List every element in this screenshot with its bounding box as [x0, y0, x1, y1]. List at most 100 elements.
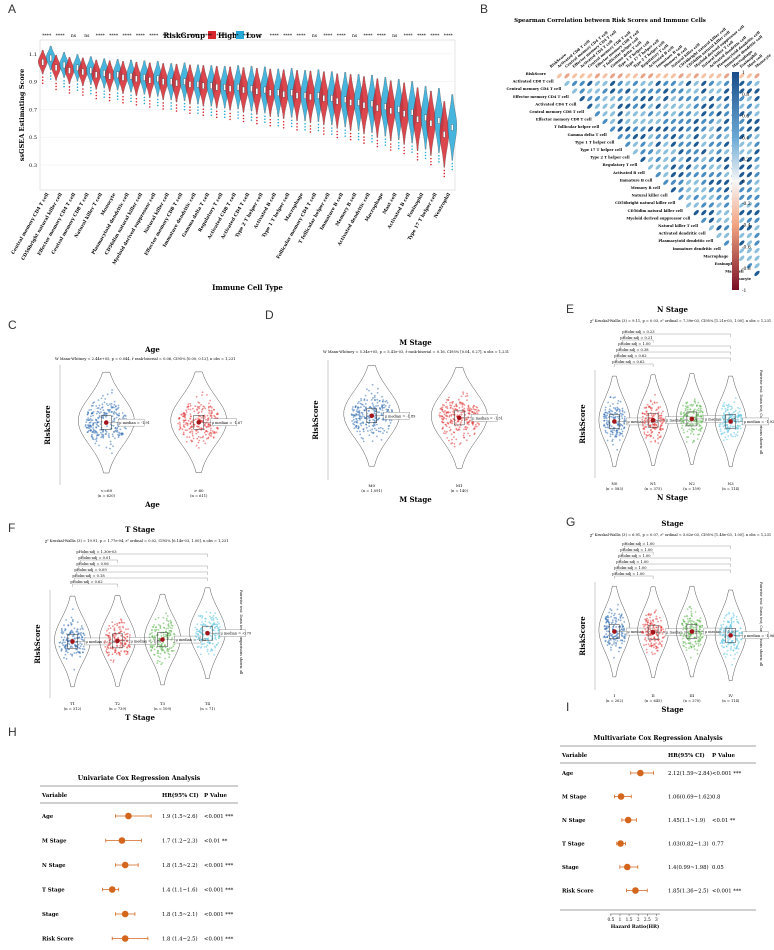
data-point [98, 415, 101, 417]
correlation-ellipse [693, 187, 699, 193]
data-point [197, 645, 200, 648]
x-tick-label: II [652, 693, 656, 698]
data-point [690, 612, 693, 615]
data-point [386, 431, 388, 433]
data-point [725, 625, 728, 628]
median-marker [160, 637, 165, 642]
data-point [610, 425, 613, 428]
correlation-ellipse [647, 88, 654, 94]
data-point [473, 433, 476, 436]
data-point [607, 620, 609, 623]
outlier-point-low [277, 118, 280, 121]
y-axis-label: RiskScore [578, 616, 587, 656]
correlation-ellipse [617, 103, 623, 109]
data-point [655, 424, 658, 427]
correlation-ellipse [739, 88, 745, 94]
data-point [72, 633, 75, 635]
data-point [729, 405, 731, 408]
data-point [106, 652, 109, 654]
data-point [58, 641, 61, 644]
correlation-ellipse [708, 133, 715, 140]
data-point [369, 429, 372, 432]
header-hr: HR(95% CI) [162, 792, 199, 799]
data-point [209, 434, 212, 437]
correlation-ellipse [655, 95, 661, 102]
correlation-ellipse [625, 118, 631, 125]
data-point [728, 417, 731, 419]
data-point [660, 619, 662, 622]
x-tick-label: Natural killer cell [143, 192, 171, 235]
correlation-ellipse [655, 88, 661, 94]
data-point [209, 405, 212, 408]
data-point [120, 642, 122, 644]
data-point [649, 435, 652, 438]
data-point [126, 651, 129, 653]
correlation-ellipse [678, 103, 684, 109]
data-point [611, 619, 614, 621]
data-point [464, 414, 467, 416]
outlier-point-low [290, 125, 293, 128]
data-point [163, 636, 166, 638]
data-point [723, 628, 726, 630]
data-point [196, 409, 199, 411]
outlier-point-low [451, 168, 454, 171]
data-point [102, 409, 105, 411]
boxplot-high [242, 86, 245, 94]
x-axis-label: Age [144, 500, 160, 509]
data-point [70, 616, 73, 619]
data-point [695, 418, 697, 421]
correlation-ellipse [693, 209, 699, 216]
data-point [96, 421, 99, 424]
data-point [373, 394, 376, 397]
outlier-point-low [170, 108, 172, 110]
data-point [612, 443, 614, 446]
correlation-ellipse [701, 202, 707, 208]
data-point [185, 441, 188, 443]
data-point [663, 420, 666, 422]
data-point [160, 663, 163, 666]
data-point [615, 432, 618, 435]
data-point [732, 612, 734, 615]
significance-label: ns [71, 34, 77, 39]
outlier-point-low [250, 116, 253, 118]
x-tick-label: I [614, 693, 616, 698]
data-point [456, 424, 459, 427]
correlation-ellipse [647, 111, 654, 117]
data-point [105, 648, 108, 651]
correlation-ellipse [746, 209, 753, 216]
data-point [380, 439, 383, 441]
data-point [217, 633, 220, 636]
correlation-ellipse [602, 88, 608, 94]
correlation-ellipse [655, 73, 661, 79]
data-point [195, 632, 197, 635]
data-point [445, 418, 448, 420]
data-point [109, 638, 112, 641]
data-point [153, 645, 155, 647]
correlation-ellipse [716, 111, 722, 117]
data-point [623, 636, 625, 639]
correlation-ellipse [655, 164, 661, 170]
data-point [166, 615, 169, 617]
correlation-ellipse [678, 187, 684, 193]
data-point [456, 420, 459, 423]
data-point [207, 436, 210, 439]
median-marker [456, 415, 462, 421]
data-point [661, 633, 664, 635]
outlier-point-high [215, 113, 218, 116]
data-point [453, 436, 455, 438]
data-point [99, 428, 102, 431]
data-point [153, 638, 155, 641]
data-point [88, 409, 91, 411]
data-point [115, 413, 118, 416]
data-point [208, 412, 211, 414]
data-point [381, 409, 384, 411]
panel-i-multivariate-forest: Multivariate Cox Regression AnalysisVari… [560, 735, 756, 930]
data-point [457, 410, 459, 413]
significance-label: **** [230, 33, 240, 39]
outlier-point-high [82, 88, 84, 90]
data-point [724, 428, 726, 430]
data-point [358, 417, 361, 420]
boxplot-low [143, 74, 146, 81]
outlier-point-high [323, 130, 325, 132]
data-point [623, 640, 626, 643]
